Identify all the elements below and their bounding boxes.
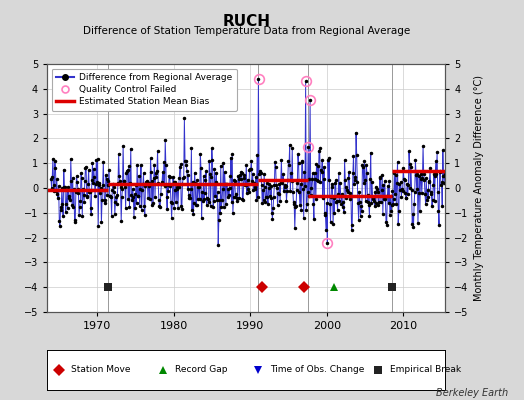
Text: Station Move: Station Move [71,366,130,374]
Y-axis label: Monthly Temperature Anomaly Difference (°C): Monthly Temperature Anomaly Difference (… [474,75,484,301]
Text: Berkeley Earth: Berkeley Earth [436,388,508,398]
Text: Difference of Station Temperature Data from Regional Average: Difference of Station Temperature Data f… [83,26,410,36]
Legend: Difference from Regional Average, Quality Control Failed, Estimated Station Mean: Difference from Regional Average, Qualit… [52,68,236,111]
Text: RUCH: RUCH [222,14,270,29]
Text: Empirical Break: Empirical Break [390,366,461,374]
Text: Time of Obs. Change: Time of Obs. Change [270,366,365,374]
Text: Record Gap: Record Gap [174,366,227,374]
